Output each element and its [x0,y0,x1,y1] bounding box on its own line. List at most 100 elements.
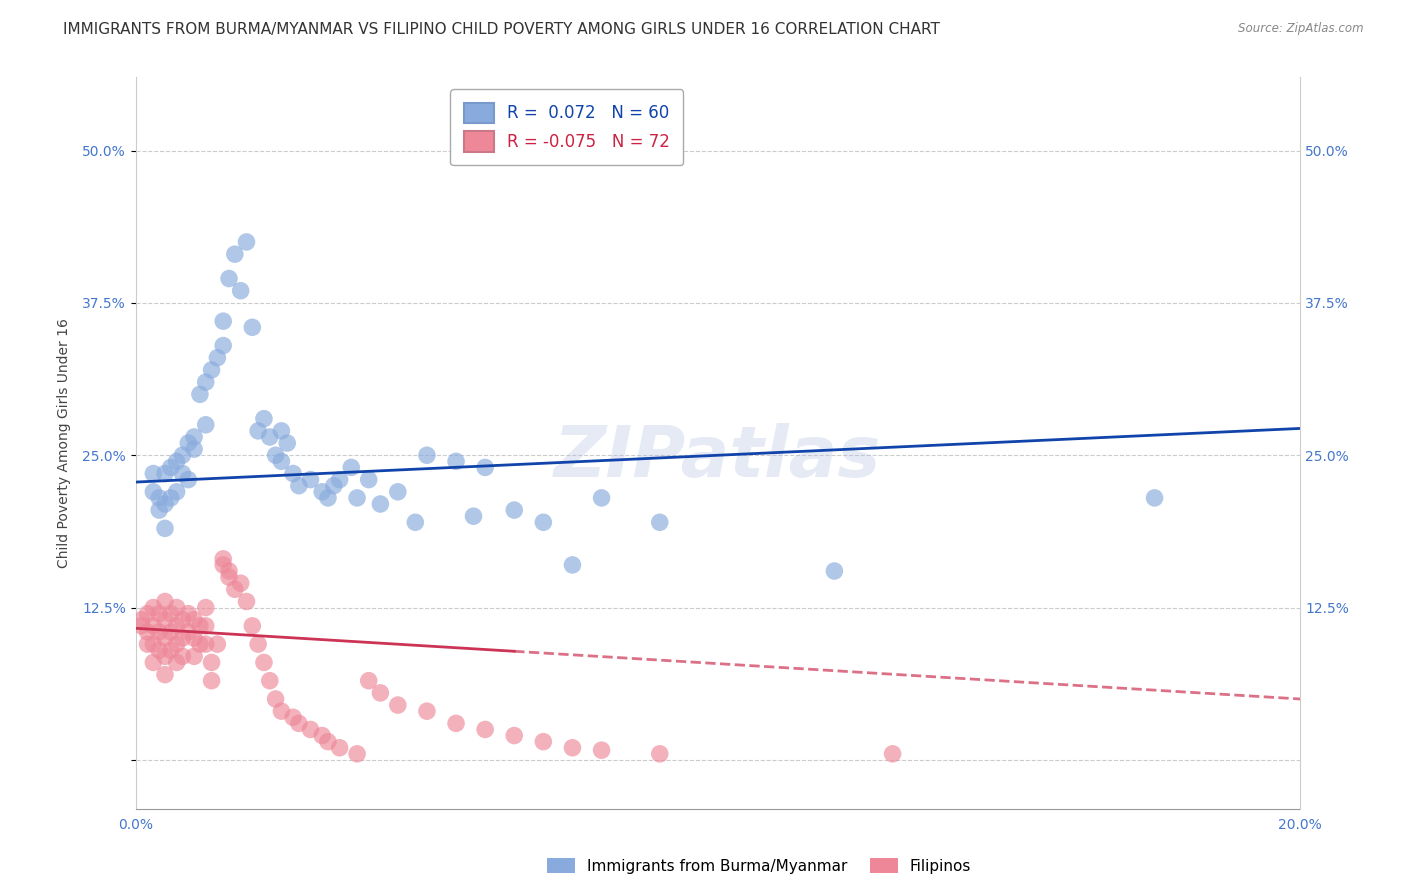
Point [148,503,170,517]
Point [531,516,554,530]
Point [299,723,322,737]
Point [218,564,240,578]
Point [281,710,304,724]
Point [136,607,159,621]
Point [183,442,205,457]
Point [166,656,188,670]
Point [288,716,311,731]
Point [561,558,583,572]
Y-axis label: Child Poverty Among Girls Under 16: Child Poverty Among Girls Under 16 [58,318,72,568]
Point [148,607,170,621]
Point [166,484,188,499]
Point [346,747,368,761]
Point [270,424,292,438]
Point [404,516,426,530]
Point [153,649,176,664]
Point [153,594,176,608]
Point [212,314,235,328]
Point [159,607,181,621]
Point [823,564,845,578]
Point [416,448,439,462]
Point [340,460,363,475]
Point [474,723,496,737]
Point [136,624,159,639]
Point [531,734,554,748]
Point [299,473,322,487]
Point [346,491,368,505]
Point [207,637,229,651]
Point [166,600,188,615]
Point [194,600,217,615]
Point [240,320,263,334]
Point [177,473,200,487]
Point [172,467,194,481]
Point [387,698,409,712]
Point [270,704,292,718]
Point [322,479,344,493]
Point [172,649,194,664]
Point [159,491,181,505]
Point [370,686,392,700]
Point [142,637,165,651]
Point [503,729,526,743]
Point [316,491,339,505]
Point [247,637,270,651]
Point [591,743,613,757]
Point [444,454,467,468]
Point [329,473,352,487]
Point [188,637,211,651]
Point [172,631,194,645]
Point [264,692,287,706]
Point [444,716,467,731]
Point [648,747,671,761]
Point [207,351,229,365]
Point [311,729,333,743]
Point [474,460,496,475]
Point [159,643,181,657]
Point [136,637,159,651]
Point [183,613,205,627]
Point [194,375,217,389]
Point [148,624,170,639]
Point [194,619,217,633]
Point [172,448,194,462]
Point [153,467,176,481]
Point [153,631,176,645]
Point [166,619,188,633]
Point [153,613,176,627]
Point [212,558,235,572]
Point [387,484,409,499]
Point [370,497,392,511]
Point [153,521,176,535]
Point [503,503,526,517]
Point [142,600,165,615]
Point [247,424,270,438]
Point [131,613,153,627]
Point [329,740,352,755]
Point [357,673,380,688]
Point [142,656,165,670]
Point [264,448,287,462]
Point [200,656,222,670]
Point [648,516,671,530]
Point [253,656,276,670]
Point [131,619,153,633]
Text: IMMIGRANTS FROM BURMA/MYANMAR VS FILIPINO CHILD POVERTY AMONG GIRLS UNDER 16 COR: IMMIGRANTS FROM BURMA/MYANMAR VS FILIPIN… [63,22,941,37]
Point [218,271,240,285]
Point [200,673,222,688]
Point [177,436,200,450]
Point [194,417,217,432]
Point [159,624,181,639]
Point [270,454,292,468]
Point [200,363,222,377]
Point [253,411,276,425]
Point [212,552,235,566]
Text: Source: ZipAtlas.com: Source: ZipAtlas.com [1239,22,1364,36]
Point [235,594,257,608]
Point [218,570,240,584]
Point [240,619,263,633]
Point [224,247,246,261]
Point [148,491,170,505]
Point [166,454,188,468]
Point [463,509,485,524]
